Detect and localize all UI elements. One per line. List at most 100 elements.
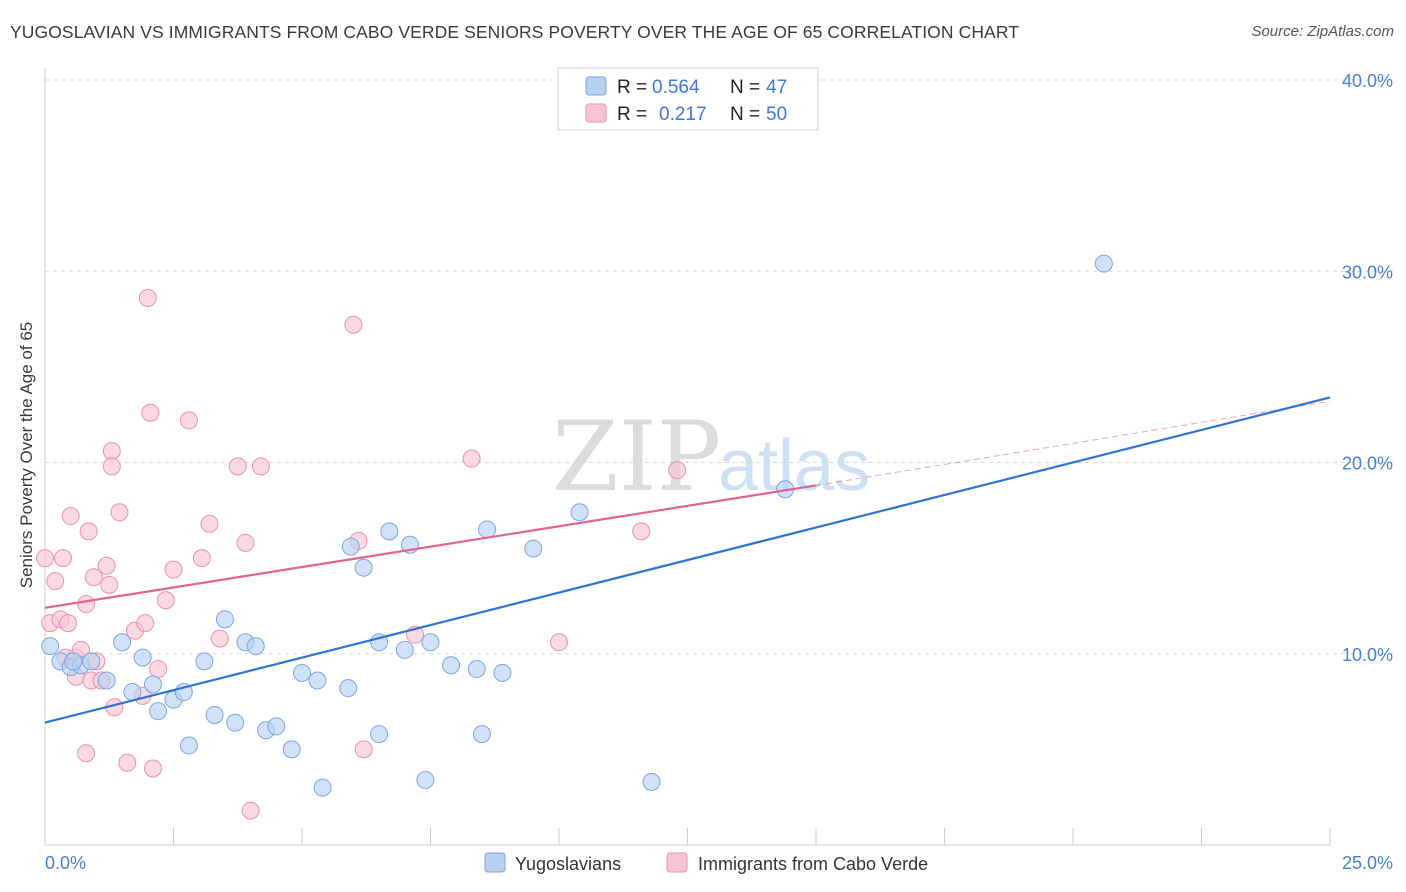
chart-title: YUGOSLAVIAN VS IMMIGRANTS FROM CABO VERD… (10, 22, 1020, 42)
point-yugoslavian (380, 522, 399, 541)
point-yugoslavian (416, 770, 435, 789)
point-cabo-verde (46, 572, 65, 591)
point-yugoslavian (133, 648, 152, 667)
point-cabo-verde (79, 522, 98, 541)
point-cabo-verde (192, 549, 211, 568)
point-cabo-verde (668, 461, 687, 480)
x-ticks (173, 828, 1331, 845)
point-cabo-verde (77, 744, 96, 763)
point-yugoslavian (205, 705, 224, 724)
point-yugoslavian (149, 702, 168, 721)
y-tick-label-30: 30.0% (1342, 262, 1393, 282)
gridlines (45, 79, 1393, 655)
point-cabo-verde (200, 514, 219, 533)
point-cabo-verde (632, 522, 651, 541)
point-cabo-verde (97, 556, 116, 575)
y-tick-label-20: 20.0% (1342, 454, 1393, 474)
trend-line-cabo-verde (44, 484, 817, 609)
point-cabo-verde (164, 560, 183, 579)
point-yugoslavian (341, 537, 360, 556)
point-cabo-verde (228, 457, 247, 476)
trend-lines (44, 396, 1331, 724)
point-cabo-verde (354, 740, 373, 759)
point-yugoslavian (143, 675, 162, 694)
point-yugoslavian (467, 660, 486, 679)
bottom-legend-swatch-blue (484, 852, 506, 873)
point-cabo-verde (210, 629, 229, 648)
y-tick-label-10: 10.0% (1342, 645, 1393, 665)
x-tick-label-min: 0.0% (45, 853, 86, 873)
legend-r-value-blue: 0.564 (652, 77, 700, 98)
point-cabo-verde (77, 595, 96, 614)
point-cabo-verde (149, 660, 168, 679)
legend-n-value-pink: 50 (766, 104, 787, 125)
point-yugoslavian (82, 652, 101, 671)
bottom-legend-swatch-pink (666, 852, 688, 873)
point-yugoslavian (370, 725, 389, 744)
legend-n-value-blue: 47 (766, 77, 787, 98)
point-yugoslavian (395, 640, 414, 659)
point-yugoslavian (493, 663, 512, 682)
point-yugoslavian (64, 652, 83, 671)
point-cabo-verde (156, 591, 175, 610)
point-yugoslavian (442, 656, 461, 675)
point-yugoslavian (472, 725, 491, 744)
bottom-legend-label-yugoslavians: Yugoslavians (515, 854, 621, 874)
point-cabo-verde (462, 449, 481, 468)
point-cabo-verde (53, 549, 72, 568)
x-tick-label-max: 25.0% (1342, 853, 1393, 873)
watermark-zip: ZIP (552, 401, 721, 513)
point-yugoslavian (478, 520, 497, 539)
point-yugoslavian (246, 637, 265, 656)
point-cabo-verde (344, 315, 363, 334)
point-cabo-verde (550, 633, 568, 652)
legend-r-label-blue: R = (617, 77, 647, 98)
bottom-legend-label-cabo-verde: Immigrants from Cabo Verde (698, 854, 928, 874)
point-cabo-verde (102, 442, 121, 461)
source-label: Source: ZipAtlas.com (1251, 23, 1394, 40)
point-yugoslavian (313, 778, 332, 797)
point-yugoslavian (267, 717, 286, 736)
point-cabo-verde (251, 457, 270, 476)
point-yugoslavian (293, 663, 311, 682)
point-yugoslavian (41, 637, 60, 656)
point-yugoslavian (215, 610, 234, 629)
point-cabo-verde (236, 533, 255, 552)
point-cabo-verde (138, 289, 157, 308)
watermark-atlas: atlas (718, 426, 870, 506)
point-yugoslavian (113, 633, 132, 652)
legend-n-label-pink: N = (730, 104, 760, 125)
point-cabo-verde (141, 403, 160, 422)
point-yugoslavian (354, 558, 373, 577)
point-cabo-verde (59, 614, 78, 633)
point-cabo-verde (110, 503, 129, 522)
y-tick-label-40: 40.0% (1342, 71, 1393, 91)
point-cabo-verde (179, 411, 198, 430)
watermark: ZIP atlas (552, 401, 870, 513)
point-cabo-verde (136, 614, 155, 633)
point-yugoslavian (524, 539, 543, 558)
point-yugoslavian (308, 671, 327, 690)
point-yugoslavian (1094, 254, 1113, 273)
legend-n-label-blue: N = (730, 77, 760, 98)
point-yugoslavian (179, 736, 198, 755)
point-yugoslavian (282, 740, 301, 759)
series-yugoslavians (41, 254, 1113, 797)
legend-swatch-blue (585, 76, 607, 96)
point-yugoslavian (642, 772, 661, 791)
legend-r-value-pink: 0.217 (659, 104, 707, 125)
y-axis-title: Seniors Poverty Over the Age of 65 (17, 322, 36, 588)
y-tick-labels: 10.0% 20.0% 30.0% 40.0% (1342, 71, 1393, 665)
trend-line-yugoslavians (44, 396, 1331, 724)
point-cabo-verde (61, 507, 80, 526)
point-cabo-verde (241, 801, 260, 820)
point-cabo-verde (100, 575, 119, 594)
legend-swatch-pink (585, 103, 607, 123)
point-yugoslavian (226, 713, 245, 732)
point-yugoslavian (97, 671, 116, 690)
trend-line-cabo-verde-extension (815, 400, 1331, 486)
point-cabo-verde (84, 568, 103, 587)
point-yugoslavian (339, 679, 358, 698)
series-legend: Yugoslavians Immigrants from Cabo Verde (484, 852, 928, 874)
